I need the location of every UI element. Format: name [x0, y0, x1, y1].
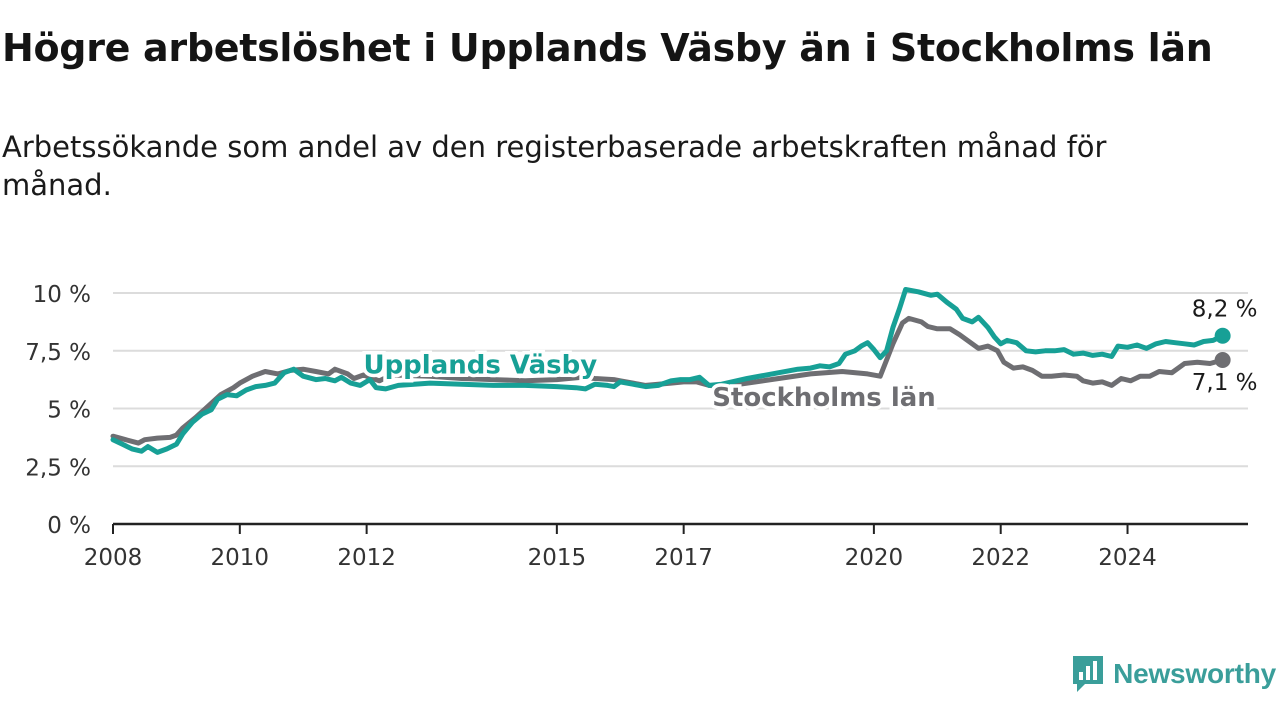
series-lines	[110, 287, 1231, 455]
chart-subtitle: Arbetssökande som andel av den registerb…	[2, 130, 1107, 202]
series-annotation-upplands-v-sby: Upplands Väsby	[363, 351, 597, 381]
newsworthy-brand: Newsworthy	[1071, 654, 1276, 694]
x-tick-label: 2017	[654, 545, 713, 571]
y-tick-label: 0 %	[47, 513, 91, 539]
x-tick-label: 2010	[211, 545, 270, 571]
end-marker-stockholms-l-n	[1214, 351, 1231, 368]
y-tick-label: 2,5 %	[25, 455, 91, 481]
end-marker-upplands-v-sby	[1214, 327, 1231, 344]
x-tick-label: 2022	[971, 545, 1030, 571]
y-axis-ticks: 0 % 2,5 % 5 % 7,5 % 10 %	[25, 282, 91, 539]
newsworthy-logo-icon	[1073, 656, 1104, 692]
series-line-upplands-v-sby	[110, 287, 1226, 455]
brand-name: Newsworthy	[1113, 658, 1276, 689]
x-tick-label: 2024	[1098, 545, 1157, 571]
x-tick-label: 2020	[845, 545, 904, 571]
page-title: Högre arbetslöshet i Upplands Väsby än i…	[2, 26, 1213, 70]
series-labels: 7,1 % 8,2 % Upplands Väsby Stockholms län	[360, 295, 1260, 417]
end-value-label: 8,2 %	[1192, 297, 1258, 323]
y-tick-label: 5 %	[47, 398, 91, 424]
x-tick-label: 2015	[528, 545, 587, 571]
y-tick-label: 10 %	[33, 282, 91, 308]
x-tick-label: 2012	[337, 545, 396, 571]
y-tick-label: 7,5 %	[25, 340, 91, 366]
series-annotation-stockholms-l-n: Stockholms län	[712, 383, 936, 413]
end-value-label: 7,1 %	[1192, 370, 1258, 396]
x-tick-label: 2008	[84, 545, 143, 571]
x-axis-ticks: 2008 2010 2012 2015 2017 2020 2022 2024	[84, 524, 1157, 571]
